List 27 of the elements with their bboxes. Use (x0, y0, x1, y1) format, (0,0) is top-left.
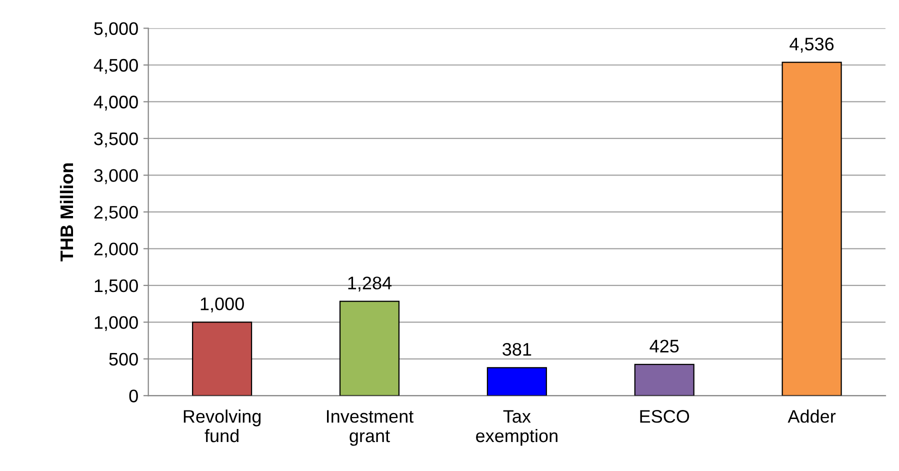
y-tick-label: 3,000 (94, 169, 138, 184)
y-axis-title: THB Million (60, 163, 74, 262)
bar (339, 300, 400, 396)
y-tick-label: 4,000 (94, 96, 138, 111)
y-tick-label: 0 (129, 390, 138, 402)
x-tick-label: Tax exemption (476, 410, 558, 446)
y-tick-label: 5,000 (94, 22, 138, 38)
y-tick-label: 2,000 (94, 242, 138, 258)
y-tick-label: 1,000 (94, 316, 138, 332)
x-tick-label: Investment grant (327, 410, 414, 446)
y-tick-label: 2,500 (94, 206, 138, 221)
x-tick-label: Adder (788, 410, 836, 423)
y-tick-label: 3,500 (94, 132, 138, 148)
x-tick-label: Revolving fund (184, 410, 261, 442)
data-label: 1,284 (348, 276, 392, 292)
y-tick-label: 1,500 (94, 279, 138, 294)
y-tick-label: 4,500 (94, 58, 138, 74)
bar (782, 62, 842, 396)
data-label: 4,536 (790, 38, 834, 53)
bar (634, 364, 694, 396)
data-label: 1,000 (200, 297, 244, 312)
bar (192, 322, 252, 396)
bar (486, 367, 547, 396)
data-label: 425 (650, 340, 679, 353)
data-label: 381 (502, 342, 532, 356)
x-tick-label: ESCO (640, 410, 690, 423)
y-tick-label: 500 (109, 352, 138, 366)
